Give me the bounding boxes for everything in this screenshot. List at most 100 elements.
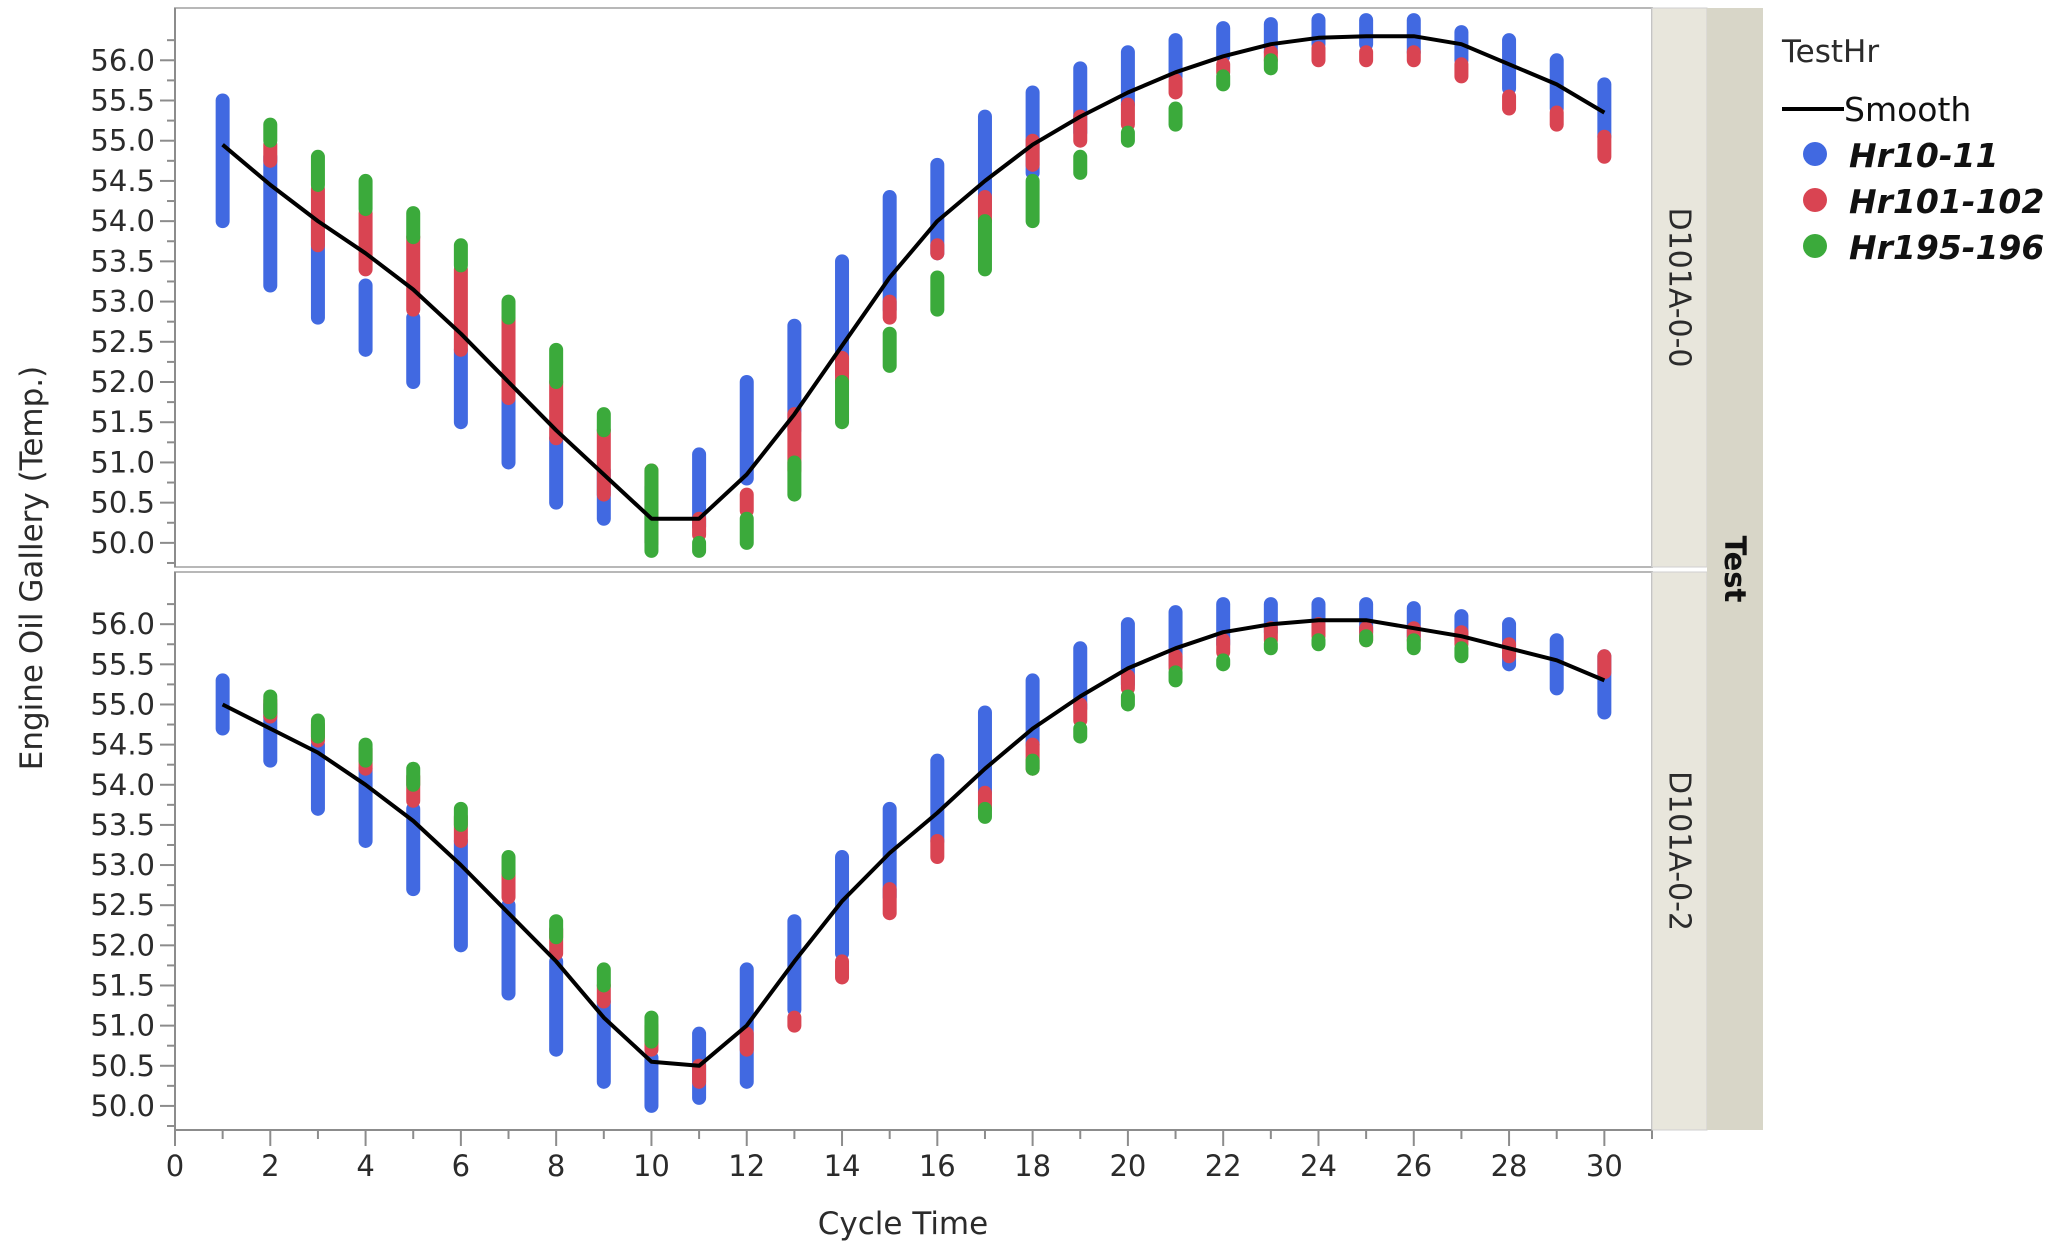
point-column-hr195-196: [263, 689, 278, 720]
point-column-hr195-196: [549, 342, 564, 390]
point-column-hr10-11: [977, 705, 992, 800]
point-column-hr195-196: [263, 117, 278, 148]
point-column-hr101-102: [1454, 57, 1469, 84]
point-column-hr101-102: [1597, 129, 1612, 164]
point-column-hr10-11: [453, 342, 468, 430]
point-column-hr195-196: [1073, 721, 1088, 744]
point-column-hr101-102: [1120, 97, 1135, 132]
point-column-hr101-102: [1311, 41, 1326, 68]
point-column-hr195-196: [1263, 637, 1278, 656]
point-column-hr10-11: [835, 850, 850, 961]
point-column-hr195-196: [1025, 173, 1040, 229]
point-column-hr101-102: [787, 1010, 802, 1033]
x-tick-label: 22: [1205, 1149, 1242, 1183]
x-tick-label: 12: [728, 1149, 765, 1183]
y-tick-label: 55.5: [90, 647, 155, 681]
legend-label: Hr195-196: [1849, 228, 2044, 267]
point-column-hr195-196: [1454, 641, 1469, 664]
legend-point-swatch: [1803, 188, 1827, 212]
legend-layer: TestHr Smooth Hr10-11 Hr101-102 Hr195-196: [1781, 34, 2044, 267]
point-column-hr195-196: [310, 713, 325, 744]
panel-strip-1: [1651, 571, 1708, 1131]
point-column-hr101-102: [1073, 697, 1088, 728]
legend-label: Hr10-11: [1849, 136, 1998, 175]
y-tick-label: 50.5: [90, 1049, 155, 1083]
y-tick-label: 51.0: [90, 445, 155, 479]
smooth-line-0: [221, 34, 1606, 521]
point-column-hr195-196: [644, 1010, 659, 1049]
point-column-hr195-196: [739, 511, 754, 550]
point-column-hr101-102: [930, 833, 945, 865]
point-column-hr101-102: [1502, 89, 1517, 116]
legend-point-swatch: [1803, 142, 1827, 166]
point-column-hr101-102: [1120, 669, 1135, 696]
x-axis-title: Cycle Time: [818, 1206, 988, 1242]
point-column-hr10-11: [930, 753, 945, 848]
group-strip-label: Test: [1718, 536, 1752, 603]
x-tick-label: 6: [452, 1149, 470, 1183]
point-column-hr195-196: [596, 407, 611, 438]
point-column-hr101-102: [739, 1026, 754, 1057]
point-column-hr195-196: [692, 535, 707, 558]
point-column-hr10-11: [263, 149, 278, 293]
y-axis-title: Engine Oil Gallery (Temp.): [14, 366, 50, 771]
point-column-hr195-196: [835, 375, 850, 430]
point-column-hr10-11: [453, 833, 468, 953]
point-column-hr10-11: [215, 93, 230, 229]
y-tick-label: 55.0: [90, 124, 155, 158]
point-column-hr195-196: [787, 455, 802, 502]
point-column-hr101-102: [1549, 105, 1564, 132]
point-column-hr10-11: [930, 157, 945, 261]
point-column-hr10-11: [549, 954, 564, 1057]
x-tick-label: 30: [1586, 1149, 1623, 1183]
point-column-hr195-196: [644, 463, 659, 558]
point-column-hr195-196: [310, 149, 325, 192]
point-column-hr195-196: [1406, 633, 1421, 656]
point-column-hr195-196: [358, 173, 373, 217]
y-tick-label: 56.0: [90, 43, 155, 77]
point-column-hr195-196: [1216, 69, 1231, 92]
point-column-hr10-11: [501, 898, 516, 1001]
ticks-layer: 50.0 50.5 51.0 51.5 52.0 52.5 53.0 53.5 54.0 54.5…: [90, 8, 1653, 1183]
point-column-hr10-11: [1359, 13, 1374, 52]
point-column-hr195-196: [1359, 629, 1374, 648]
x-tick-label: 26: [1395, 1149, 1432, 1183]
y-tick-label: 53.0: [90, 285, 155, 319]
point-column-hr195-196: [1120, 689, 1135, 712]
x-tick-label: 8: [547, 1149, 565, 1183]
point-column-hr195-196: [501, 294, 516, 325]
y-tick-label: 54.0: [90, 768, 155, 802]
point-column-hr10-11: [1549, 633, 1564, 696]
point-column-hr101-102: [930, 238, 945, 261]
y-tick-label: 51.5: [90, 968, 155, 1002]
x-tick-label: 4: [356, 1149, 374, 1183]
x-tick-label: 28: [1491, 1149, 1528, 1183]
point-column-hr195-196: [358, 737, 373, 768]
x-tick-label: 14: [824, 1149, 861, 1183]
y-tick-label: 52.5: [90, 888, 155, 922]
point-column-hr195-196: [977, 801, 992, 824]
point-column-hr10-11: [1311, 13, 1326, 52]
legend-title: TestHr: [1781, 34, 1879, 70]
y-tick-label: 52.5: [90, 325, 155, 359]
point-column-hr195-196: [1168, 665, 1183, 688]
x-tick-label: 18: [1014, 1149, 1051, 1183]
point-column-hr10-11: [406, 310, 421, 390]
point-column-hr195-196: [1120, 125, 1135, 148]
point-column-hr101-102: [453, 262, 468, 357]
x-tick-label: 0: [166, 1149, 184, 1183]
point-column-hr195-196: [501, 850, 516, 881]
y-tick-label: 51.5: [90, 405, 155, 439]
point-column-hr10-11: [787, 914, 802, 1017]
panel-label: D101A-0-2: [1662, 771, 1697, 931]
point-column-hr10-11: [692, 447, 707, 534]
point-column-hr195-196: [406, 761, 421, 792]
point-column-hr10-11: [596, 994, 611, 1089]
point-column-hr195-196: [930, 270, 945, 317]
y-tick-label: 50.5: [90, 486, 155, 520]
point-column-hr101-102: [1216, 633, 1231, 660]
strip-layer: D101A-0-0 D101A-0-2 Test: [1651, 7, 1763, 1131]
point-column-hr195-196: [406, 206, 421, 245]
point-column-hr101-102: [835, 954, 850, 985]
